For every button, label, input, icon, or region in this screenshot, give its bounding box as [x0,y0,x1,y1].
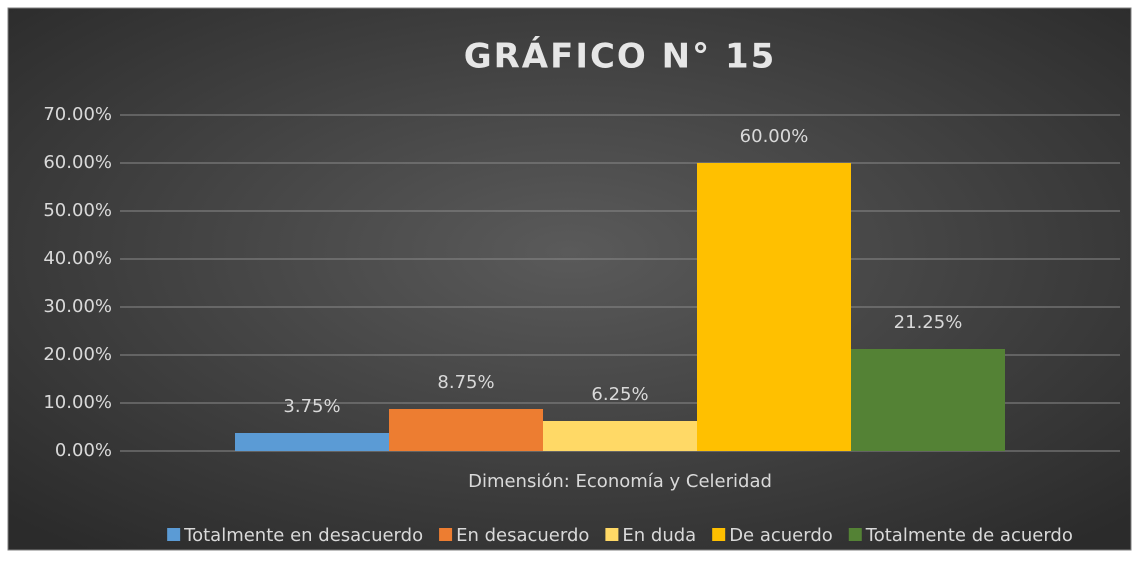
legend-swatch [605,528,619,541]
y-tick-label: 60.00% [43,152,112,173]
y-tick-label: 70.00% [43,104,112,125]
y-tick-label: 40.00% [43,248,112,269]
y-tick-label: 50.00% [43,200,112,221]
data-label: 21.25% [894,312,963,333]
bar [851,349,1005,451]
legend-swatch [167,528,181,541]
y-tick-label: 30.00% [43,296,112,317]
legend-swatch [439,528,453,541]
chart-title: GRÁFICO N° 15 [464,36,777,77]
legend-label: De acuerdo [729,525,833,546]
y-tick-label: 10.00% [43,392,112,413]
legend-label: Totalmente de acuerdo [865,525,1073,546]
y-tick-label: 0.00% [55,440,112,461]
data-label: 8.75% [437,372,494,393]
data-label: 3.75% [283,396,340,417]
bar [697,163,851,451]
bar [543,421,697,451]
data-label: 6.25% [591,384,648,405]
legend-label: Totalmente en desacuerdo [183,525,423,546]
y-tick-label: 20.00% [43,344,112,365]
legend-label: En duda [622,525,696,546]
x-tick-label: Dimensión: Economía y Celeridad [468,471,772,492]
legend-label: En desacuerdo [456,525,589,546]
chart-background [7,7,1132,551]
data-label: 60.00% [740,126,809,147]
bar [389,409,543,451]
bar [235,433,389,451]
legend-swatch [712,528,726,541]
legend-swatch [848,528,862,541]
